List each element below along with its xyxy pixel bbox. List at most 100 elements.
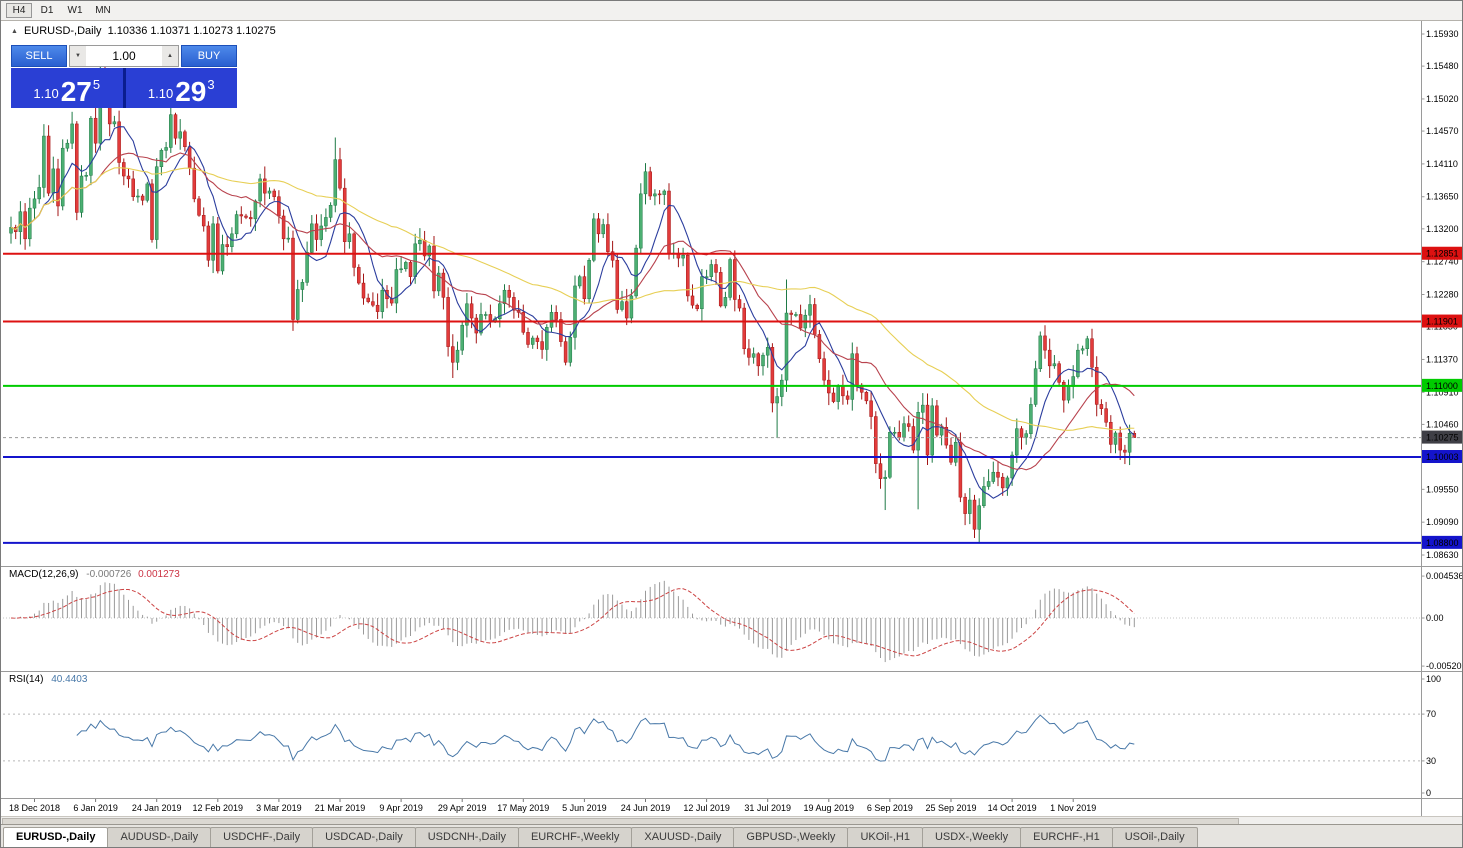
svg-text:24 Jan 2019: 24 Jan 2019 [132,803,182,813]
svg-text:24 Jun 2019: 24 Jun 2019 [621,803,671,813]
macd-main-value: -0.000726 [86,569,132,580]
svg-text:1.15020: 1.15020 [1426,94,1459,104]
svg-text:100: 100 [1426,674,1441,684]
rsi-value: 40.4403 [51,674,88,685]
svg-text:1.10460: 1.10460 [1426,419,1459,429]
chart-symbol-label: EURUSD-,Daily [23,25,102,37]
svg-text:1.15480: 1.15480 [1426,61,1459,71]
price-divider [122,68,126,108]
tab-eurchf-weekly[interactable]: EURCHF-,Weekly [517,827,633,847]
macd-panel[interactable] [3,580,1422,663]
date-axis[interactable]: 18 Dec 2018 6 Jan 2019 24 Jan 2019 12 Feb 2… [9,799,1096,813]
svg-text:1.10275: 1.10275 [1426,433,1459,443]
svg-text:1.10910: 1.10910 [1426,387,1459,397]
svg-text:1.13650: 1.13650 [1426,192,1459,202]
svg-text:70: 70 [1426,709,1436,719]
timeframe-button-h4[interactable]: H4 [6,3,32,18]
volume-increase-button[interactable]: ▲ [162,46,178,66]
svg-text:25 Sep 2019: 25 Sep 2019 [925,803,976,813]
svg-text:1.11901: 1.11901 [1426,317,1458,327]
chart-tab-bar: EURUSD-,Daily AUDUSD-,Daily USDCHF-,Daily U… [1,824,1462,847]
tab-audusd-daily[interactable]: AUDUSD-,Daily [107,827,212,847]
timeframe-button-mn[interactable]: MN [90,3,116,18]
svg-text:18 Dec 2018: 18 Dec 2018 [9,803,60,813]
svg-text:1 Nov 2019: 1 Nov 2019 [1050,803,1096,813]
rsi-name: RSI(14) [9,674,44,685]
svg-text:0: 0 [1426,788,1431,798]
ma-layer [10,126,1135,499]
trade-prices-row: 1.10 27 5 1.10 29 3 [11,68,237,108]
timeframe-button-w1[interactable]: W1 [62,3,88,18]
tab-gbpusd-weekly[interactable]: GBPUSD-,Weekly [733,827,849,847]
macd-name: MACD(12,26,9) [9,569,79,580]
macd-indicator-label: MACD(12,26,9) -0.000726 0.001273 [9,569,180,580]
svg-text:3 Mar 2019: 3 Mar 2019 [256,803,302,813]
sell-price-display[interactable]: 1.10 27 5 [11,68,123,108]
buy-price-pip: 3 [207,77,215,92]
candles-layer [9,50,1137,544]
svg-text:21 Mar 2019: 21 Mar 2019 [315,803,366,813]
svg-text:1.14570: 1.14570 [1426,126,1459,136]
rsi-panel[interactable] [3,713,1422,762]
svg-text:6 Sep 2019: 6 Sep 2019 [867,803,913,813]
svg-text:0.00: 0.00 [1426,613,1444,623]
trade-controls-row: SELL ▼ ▲ BUY [11,45,237,67]
svg-text:1.14110: 1.14110 [1426,159,1458,169]
svg-text:17 May 2019: 17 May 2019 [497,803,549,813]
timeframe-button-d1[interactable]: D1 [34,3,60,18]
buy-button[interactable]: BUY [181,45,237,67]
svg-text:-0.005205: -0.005205 [1426,661,1463,671]
svg-text:1.11370: 1.11370 [1426,354,1458,364]
svg-text:1.12280: 1.12280 [1426,290,1459,300]
tab-eurchf-h1[interactable]: EURCHF-,H1 [1020,827,1113,847]
svg-text:1.13200: 1.13200 [1426,224,1459,234]
svg-text:1.09090: 1.09090 [1426,517,1459,527]
tab-xauusd-daily[interactable]: XAUUSD-,Daily [631,827,735,847]
tab-usdcnh-daily[interactable]: USDCNH-,Daily [414,827,519,847]
tab-usdcad-daily[interactable]: USDCAD-,Daily [312,827,416,847]
volume-input[interactable] [86,46,162,66]
sell-price-prefix: 1.10 [33,86,59,101]
tab-usoil-daily[interactable]: USOil-,Daily [1111,827,1198,847]
svg-text:31 Jul 2019: 31 Jul 2019 [744,803,791,813]
chart-ohlc-values: 1.10336 1.10371 1.10273 1.10275 [107,25,276,37]
svg-text:12 Jul 2019: 12 Jul 2019 [683,803,730,813]
sell-button[interactable]: SELL [11,45,67,67]
svg-text:1.09550: 1.09550 [1426,484,1459,494]
volume-control: ▼ ▲ [69,45,179,67]
buy-price-prefix: 1.10 [147,86,174,101]
one-click-trading-panel: SELL ▼ ▲ BUY 1.10 27 5 1.10 29 3 [11,45,237,108]
volume-decrease-button[interactable]: ▼ [70,46,86,66]
tab-eurusd-daily[interactable]: EURUSD-,Daily [3,827,109,847]
tab-ukoil-h1[interactable]: UKOil-,H1 [847,827,923,847]
svg-text:5 Jun 2019: 5 Jun 2019 [562,803,607,813]
svg-text:1.12851: 1.12851 [1426,249,1459,259]
svg-text:6 Jan 2019: 6 Jan 2019 [73,803,118,813]
buy-price-display[interactable]: 1.10 29 3 [125,68,237,108]
collapse-trade-panel-icon[interactable]: ▲ [11,27,18,35]
hlines-layer[interactable] [3,252,1422,544]
svg-text:1.08630: 1.08630 [1426,550,1459,560]
svg-text:1.08800: 1.08800 [1426,538,1459,548]
tab-usdchf-daily[interactable]: USDCHF-,Daily [210,827,314,847]
svg-text:0.004536: 0.004536 [1426,571,1463,581]
tab-usdx-weekly[interactable]: USDX-,Weekly [921,827,1022,847]
svg-text:1.11000: 1.11000 [1426,381,1458,391]
buy-price-big: 29 [175,75,207,107]
macd-signal-value: 0.001273 [138,569,180,580]
timeframe-toolbar: H4 D1 W1 MN [1,1,1462,21]
sell-price-big: 27 [60,75,92,107]
svg-text:12 Feb 2019: 12 Feb 2019 [193,803,244,813]
svg-text:29 Apr 2019: 29 Apr 2019 [438,803,487,813]
svg-text:19 Aug 2019: 19 Aug 2019 [804,803,855,813]
chart-title: ▲ EURUSD-,Daily 1.10336 1.10371 1.10273 … [11,25,276,37]
rsi-indicator-label: RSI(14) 40.4403 [9,674,87,685]
svg-text:1.15930: 1.15930 [1426,29,1459,39]
sell-price-pip: 5 [92,77,101,92]
axis-tags-layer: 1.12851 1.11901 1.11000 1.10003 1.08800 1.102… [1422,246,1462,549]
svg-text:1.10003: 1.10003 [1426,452,1459,462]
price-axis[interactable]: 1.15930 1.15480 1.15020 1.14570 1.14110 1.136… [1,20,1463,816]
svg-text:30: 30 [1426,756,1436,766]
